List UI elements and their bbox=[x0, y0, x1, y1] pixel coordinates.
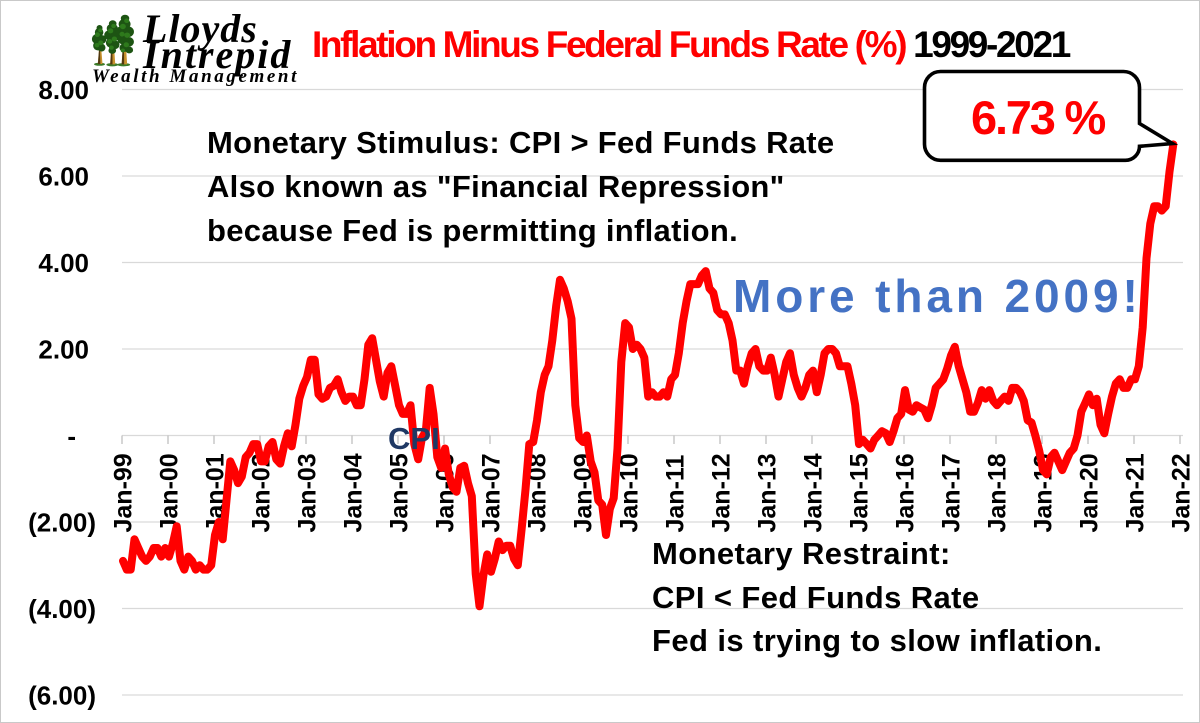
svg-text:Jan-12: Jan-12 bbox=[708, 453, 736, 532]
svg-text:Jan-13: Jan-13 bbox=[754, 453, 782, 532]
svg-text:Jan-14: Jan-14 bbox=[800, 453, 828, 532]
svg-text:Jan-04: Jan-04 bbox=[340, 453, 368, 532]
svg-text:Jan-20: Jan-20 bbox=[1076, 453, 1104, 532]
svg-text:(4.00): (4.00) bbox=[28, 594, 96, 624]
svg-text:Jan-07: Jan-07 bbox=[478, 453, 506, 532]
svg-text:Jan-99: Jan-99 bbox=[110, 453, 138, 532]
svg-text:(2.00): (2.00) bbox=[28, 508, 96, 538]
svg-text:Jan-05: Jan-05 bbox=[386, 453, 414, 532]
svg-text:Jan-03: Jan-03 bbox=[294, 453, 322, 532]
svg-text:4.00: 4.00 bbox=[38, 248, 89, 278]
svg-text:8.00: 8.00 bbox=[38, 75, 89, 105]
svg-text:Jan-17: Jan-17 bbox=[938, 453, 966, 532]
svg-text:Jan-10: Jan-10 bbox=[616, 453, 644, 532]
svg-text:Jan-15: Jan-15 bbox=[846, 453, 874, 532]
svg-text:Jan-00: Jan-00 bbox=[156, 453, 184, 532]
svg-text:Jan-22: Jan-22 bbox=[1168, 453, 1196, 532]
svg-text:Jan-18: Jan-18 bbox=[984, 453, 1012, 532]
svg-text:Jan-21: Jan-21 bbox=[1122, 453, 1150, 532]
svg-text:6.00: 6.00 bbox=[38, 162, 89, 192]
svg-text:(6.00): (6.00) bbox=[28, 681, 96, 711]
svg-text:-: - bbox=[67, 421, 76, 451]
svg-text:Jan-11: Jan-11 bbox=[662, 455, 690, 533]
svg-text:Jan-02: Jan-02 bbox=[248, 453, 276, 532]
svg-text:Jan-16: Jan-16 bbox=[892, 453, 920, 532]
svg-text:2.00: 2.00 bbox=[38, 335, 89, 365]
